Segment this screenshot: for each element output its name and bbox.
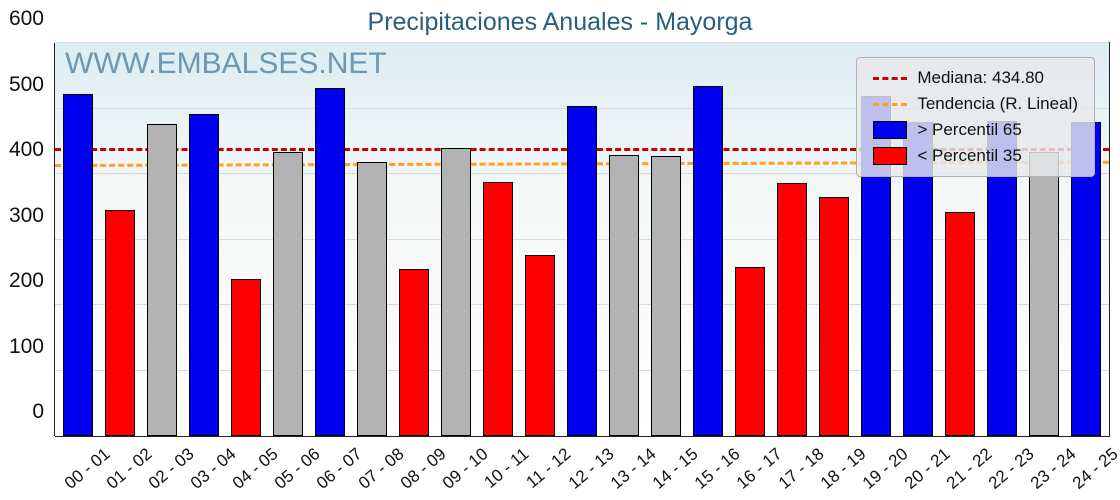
x-tick-label-03-04: 03 - 04 [186, 444, 239, 493]
x-tick-label-01-02: 01 - 02 [102, 444, 155, 493]
bar-slot-17-18: 17 - 18 [771, 43, 813, 436]
bar-slot-07-08: 07 - 08 [351, 43, 393, 436]
bar-23-24[interactable] [1029, 152, 1059, 436]
bar-16-17[interactable] [735, 267, 765, 436]
bar-13-14[interactable] [609, 155, 639, 436]
x-tick-label-14-15: 14 - 15 [648, 444, 701, 493]
x-tick-label-02-03: 02 - 03 [144, 444, 197, 493]
legend-item-median: Mediana: 434.80 [873, 68, 1078, 88]
x-tick-label-21-22: 21 - 22 [942, 444, 995, 493]
bar-04-05[interactable] [231, 279, 261, 436]
legend-item-high: > Percentil 65 [873, 120, 1078, 140]
low-legend-label: < Percentil 35 [917, 146, 1021, 166]
bar-05-06[interactable] [273, 152, 303, 436]
bar-slot-12-13: 12 - 13 [561, 43, 603, 436]
y-tick-label-600: 600 [0, 7, 44, 31]
bar-slot-06-07: 06 - 07 [309, 43, 351, 436]
x-tick-label-05-06: 05 - 06 [270, 444, 323, 493]
bar-slot-15-16: 15 - 16 [687, 43, 729, 436]
x-tick-label-08-09: 08 - 09 [396, 444, 449, 493]
x-tick-label-19-20: 19 - 20 [858, 444, 911, 493]
chart-container: Precipitaciones Anuales - Mayorga WWW.EM… [0, 0, 1120, 500]
y-tick-label-400: 400 [0, 138, 44, 162]
x-tick-label-06-07: 06 - 07 [312, 444, 365, 493]
bar-09-10[interactable] [441, 148, 471, 436]
x-tick-label-16-17: 16 - 17 [732, 444, 785, 493]
x-tick-label-07-08: 07 - 08 [354, 444, 407, 493]
chart-title: Precipitaciones Anuales - Mayorga [0, 8, 1120, 37]
bar-slot-00-01: 00 - 01 [57, 43, 99, 436]
high-legend-label: > Percentil 65 [917, 120, 1021, 140]
x-tick-label-13-14: 13 - 14 [606, 444, 659, 493]
bar-14-15[interactable] [651, 156, 681, 436]
bar-17-18[interactable] [777, 183, 807, 436]
bar-07-08[interactable] [357, 162, 387, 436]
x-tick-label-23-24: 23 - 24 [1026, 444, 1079, 493]
bar-slot-14-15: 14 - 15 [645, 43, 687, 436]
bar-slot-08-09: 08 - 09 [393, 43, 435, 436]
x-tick-label-00-01: 00 - 01 [60, 444, 113, 493]
bar-11-12[interactable] [525, 255, 555, 436]
bar-slot-01-02: 01 - 02 [99, 43, 141, 436]
x-tick-label-04-05: 04 - 05 [228, 444, 281, 493]
low-legend-swatch [873, 147, 907, 165]
median-legend-label: Mediana: 434.80 [917, 68, 1044, 88]
legend-item-trend: Tendencia (R. Lineal) [873, 94, 1078, 114]
bar-06-07[interactable] [315, 88, 345, 436]
bar-slot-10-11: 10 - 11 [477, 43, 519, 436]
x-tick-label-10-11: 10 - 11 [481, 444, 533, 493]
y-tick-label-300: 300 [0, 204, 44, 228]
bar-00-01[interactable] [63, 94, 93, 436]
bar-01-02[interactable] [105, 210, 135, 436]
y-tick-label-500: 500 [0, 73, 44, 97]
x-tick-label-24-25: 24 - 25 [1068, 444, 1120, 493]
bar-slot-16-17: 16 - 17 [729, 43, 771, 436]
bar-slot-09-10: 09 - 10 [435, 43, 477, 436]
plot-area: WWW.EMBALSES.NET 600 500 400 300 200 100… [55, 42, 1110, 437]
bar-08-09[interactable] [399, 269, 429, 436]
x-tick-label-09-10: 09 - 10 [438, 444, 491, 493]
trend-legend-label: Tendencia (R. Lineal) [917, 94, 1078, 114]
y-tick-label-100: 100 [0, 335, 44, 359]
high-legend-swatch [873, 121, 907, 139]
x-tick-label-15-16: 15 - 16 [690, 444, 743, 493]
bar-12-13[interactable] [567, 106, 597, 436]
bar-02-03[interactable] [147, 124, 177, 436]
x-tick-label-12-13: 12 - 13 [564, 444, 617, 493]
bar-slot-03-04: 03 - 04 [183, 43, 225, 436]
trend-legend-swatch [873, 103, 907, 106]
legend-item-low: < Percentil 35 [873, 146, 1078, 166]
bar-slot-18-19: 18 - 19 [813, 43, 855, 436]
chart-legend: Mediana: 434.80 Tendencia (R. Lineal) > … [856, 57, 1095, 177]
y-tick-label-0: 0 [0, 400, 44, 424]
x-tick-label-20-21: 20 - 21 [900, 444, 953, 493]
bar-slot-05-06: 05 - 06 [267, 43, 309, 436]
bar-18-19[interactable] [819, 197, 849, 436]
bar-slot-02-03: 02 - 03 [141, 43, 183, 436]
x-tick-label-22-23: 22 - 23 [984, 444, 1037, 493]
bar-10-11[interactable] [483, 182, 513, 436]
x-tick-label-11-12: 11 - 12 [523, 444, 575, 493]
x-tick-label-18-19: 18 - 19 [816, 444, 869, 493]
bar-03-04[interactable] [189, 114, 219, 436]
bar-slot-04-05: 04 - 05 [225, 43, 267, 436]
bar-slot-11-12: 11 - 12 [519, 43, 561, 436]
y-tick-label-200: 200 [0, 269, 44, 293]
bar-15-16[interactable] [693, 86, 723, 436]
bar-21-22[interactable] [945, 212, 975, 436]
median-legend-swatch [873, 77, 907, 80]
bar-slot-13-14: 13 - 14 [603, 43, 645, 436]
x-tick-label-17-18: 17 - 18 [774, 444, 827, 493]
